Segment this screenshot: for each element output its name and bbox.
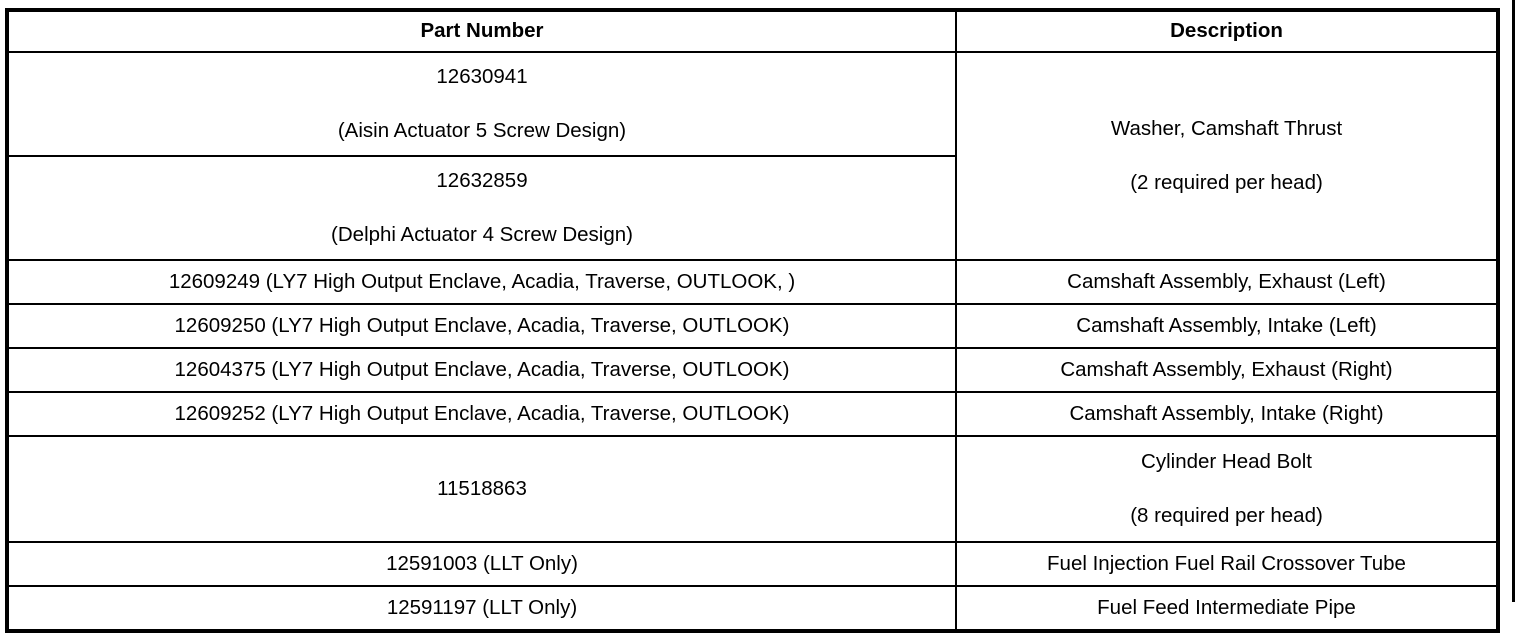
description-note: (8 required per head) <box>1130 504 1323 527</box>
table-row: 12632859 (Delphi Actuator 4 Screw Design… <box>6 155 1498 261</box>
table-header-row: Part Number Description <box>6 9 1499 53</box>
cell-description: Cylinder Head Bolt (8 required per head) <box>955 435 1499 543</box>
description-note: (2 required per head) <box>1130 171 1323 194</box>
cell-part-number: 12591197 (LLT Only) <box>6 585 957 632</box>
cell-description: Camshaft Assembly, Exhaust (Left) <box>955 259 1499 305</box>
table-row: 12609249 (LY7 High Output Enclave, Acadi… <box>6 259 1499 305</box>
cell-part-number: 12604375 (LY7 High Output Enclave, Acadi… <box>6 347 957 393</box>
part-number-value: 12630941 <box>436 64 528 88</box>
description-value: Washer, Camshaft Thrust <box>1110 116 1343 140</box>
table-header: Part Number Description <box>6 9 1499 53</box>
cell-part-number: 12630941 (Aisin Actuator 5 Screw Design) <box>6 51 957 157</box>
cell-description: Camshaft Assembly, Exhaust (Right) <box>955 347 1499 393</box>
cell-part-number: 12591003 (LLT Only) <box>6 541 957 587</box>
page-edge-rule <box>1512 0 1515 602</box>
cell-description: Washer, Camshaft Thrust (2 required per … <box>955 51 1499 261</box>
column-header-description: Description <box>955 9 1499 53</box>
part-number-note: (Aisin Actuator 5 Screw Design) <box>337 119 627 142</box>
table-row: 12591003 (LLT Only) Fuel Injection Fuel … <box>6 541 1499 587</box>
column-header-part-number: Part Number <box>6 9 957 53</box>
table-row: 12609250 (LY7 High Output Enclave, Acadi… <box>6 303 1499 349</box>
table-row: 12630941 (Aisin Actuator 5 Screw Design)… <box>6 51 1499 261</box>
cell-description: Fuel Feed Intermediate Pipe <box>955 585 1499 632</box>
cell-description: Fuel Injection Fuel Rail Crossover Tube <box>955 541 1499 587</box>
table-body: 12630941 (Aisin Actuator 5 Screw Design)… <box>6 51 1499 632</box>
cell-part-number: 12609249 (LY7 High Output Enclave, Acadi… <box>6 259 957 305</box>
cell-part-number: 12632859 (Delphi Actuator 4 Screw Design… <box>6 155 957 261</box>
description-value: Cylinder Head Bolt <box>1141 449 1312 473</box>
table-row: 12609252 (LY7 High Output Enclave, Acadi… <box>6 391 1499 437</box>
parts-table: Part Number Description 12630941 (Aisin … <box>5 8 1500 633</box>
part-number-value: 12632859 <box>436 168 528 192</box>
table-row: 12604375 (LY7 High Output Enclave, Acadi… <box>6 347 1499 393</box>
cell-part-number: 12609252 (LY7 High Output Enclave, Acadi… <box>6 391 957 437</box>
cell-part-number: 12609250 (LY7 High Output Enclave, Acadi… <box>6 303 957 349</box>
table-row: 11518863 Cylinder Head Bolt (8 required … <box>6 435 1499 543</box>
parts-table-container: Part Number Description 12630941 (Aisin … <box>5 8 1500 633</box>
cell-description: Camshaft Assembly, Intake (Right) <box>955 391 1499 437</box>
cell-description: Camshaft Assembly, Intake (Left) <box>955 303 1499 349</box>
part-number-note: (Delphi Actuator 4 Screw Design) <box>331 223 633 246</box>
document-page: Part Number Description 12630941 (Aisin … <box>5 0 1515 633</box>
table-row: 12591197 (LLT Only) Fuel Feed Intermedia… <box>6 585 1499 632</box>
cell-part-number: 11518863 <box>6 435 957 543</box>
